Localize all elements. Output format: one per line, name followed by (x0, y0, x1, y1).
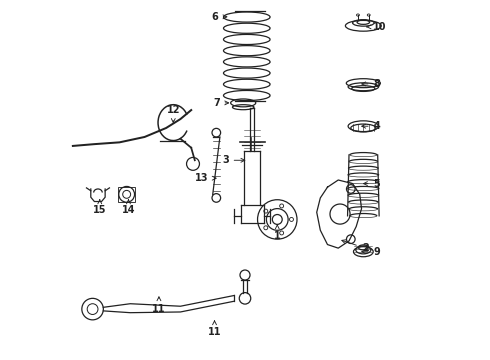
Text: 13: 13 (195, 173, 216, 183)
Text: 1: 1 (274, 225, 281, 240)
Text: 14: 14 (122, 200, 135, 216)
Text: 8: 8 (362, 79, 380, 89)
Text: 5: 5 (364, 179, 380, 189)
Text: 2: 2 (342, 240, 368, 253)
Text: 15: 15 (93, 200, 106, 216)
Text: 11: 11 (152, 297, 166, 314)
Text: 12: 12 (167, 105, 180, 122)
Text: 6: 6 (211, 12, 227, 22)
Bar (118, 187, 135, 202)
Text: 4: 4 (362, 121, 380, 131)
Text: 9: 9 (362, 247, 380, 257)
Text: 3: 3 (222, 155, 245, 165)
Text: 7: 7 (213, 98, 229, 108)
Text: 10: 10 (367, 22, 386, 32)
Text: 11: 11 (208, 321, 221, 337)
